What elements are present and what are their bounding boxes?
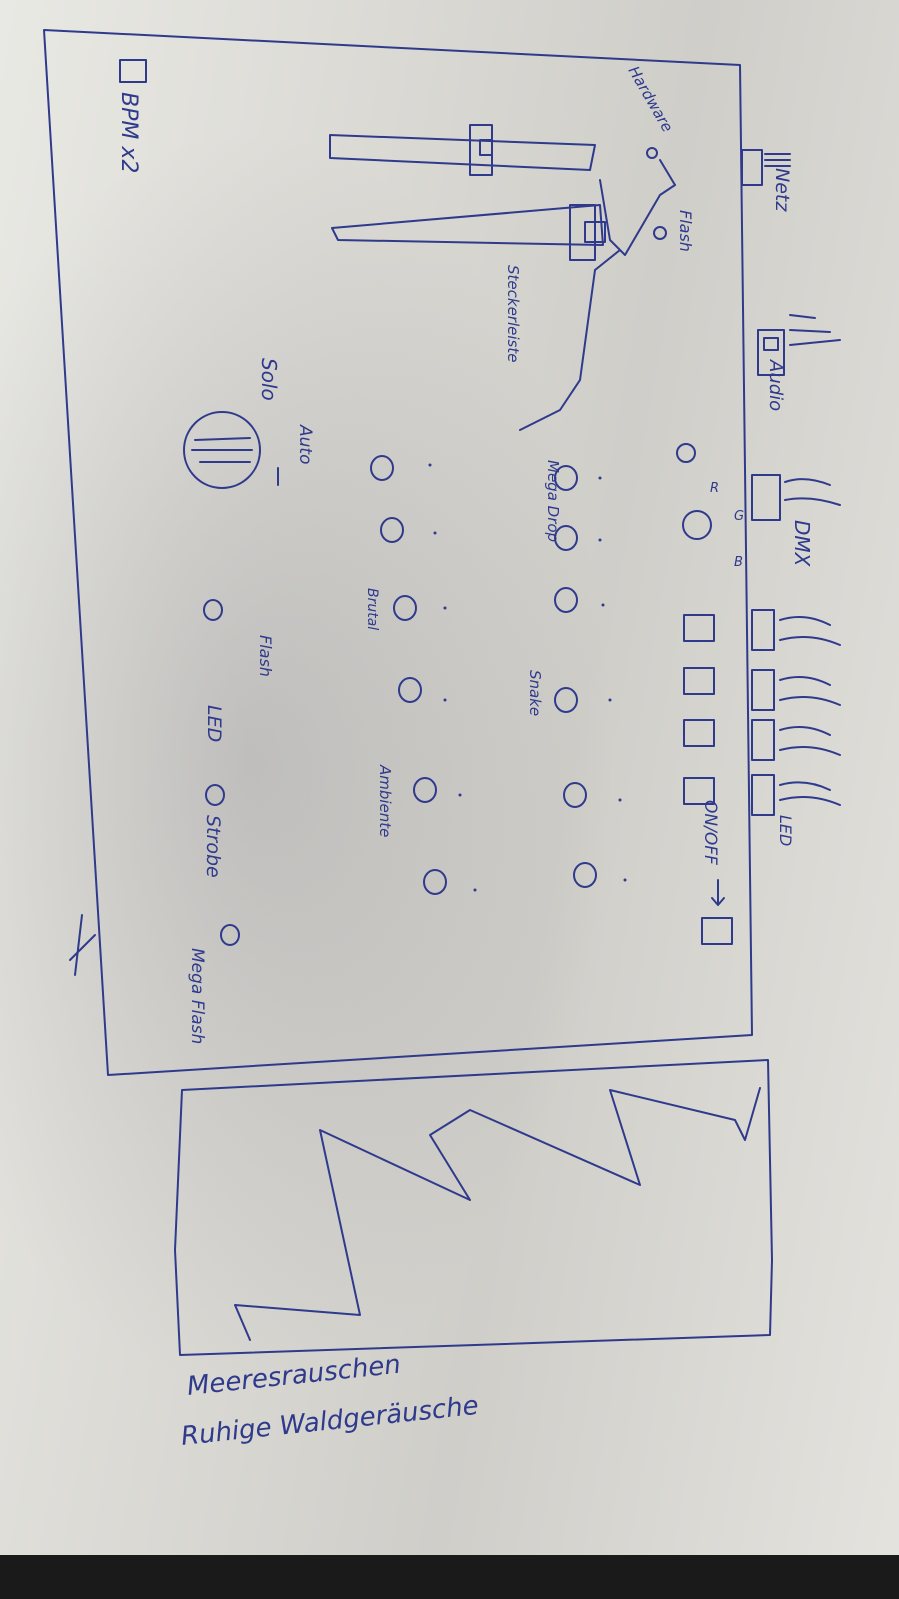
knob [380,517,404,543]
knob [423,869,447,895]
fader-2 [331,204,606,261]
knob [413,777,437,803]
knob [554,587,578,613]
rgb-knob [682,510,712,540]
main-panel-outline [43,29,753,1076]
side-panel-outline [174,1059,773,1356]
cable-segment [659,159,676,186]
knob [398,677,422,703]
on-off-label: ON/OFF [700,800,720,865]
rgb-b-label: B [734,555,743,570]
flash-knob-top [653,226,667,240]
wave-scribble [234,1087,761,1341]
big-rotary-knob [183,411,261,489]
flash-top-label: Flash [676,210,695,252]
sound-waldgeraeusche: Ruhige Waldgeräusche [180,1391,480,1452]
switch-icons [683,614,733,945]
mega-flash-label: Mega Flash [187,948,207,1044]
audio-connector [757,314,841,376]
stray-mark [69,914,96,976]
knob [563,782,587,808]
brutal-label: Brutal [364,588,380,630]
auto-label: Auto [295,424,315,464]
knob [573,862,597,888]
knob-grip [191,437,253,463]
steckerleiste-label: Steckerleiste [504,265,522,362]
rgb-g-label: G [734,509,744,524]
fader-3 [469,124,493,176]
knob [203,599,223,621]
knob [205,784,225,806]
dmx-label: DMX [790,520,814,568]
mega-drop-label: Mega Drop [544,460,562,542]
output-connectors [751,609,841,816]
knob-grid [203,455,597,946]
knob [393,595,417,621]
knob [220,924,240,946]
indicator-dot [676,443,696,463]
led-output-label: LED [776,815,795,846]
hardware-cable [519,179,676,431]
hardware-label: Hardware [625,63,677,135]
solo-label: Solo [257,358,281,401]
knob [370,455,394,481]
fader-1 [329,134,596,171]
audio-label: Audio [765,359,786,411]
hardware-knob [646,147,658,159]
led-label: LED [203,705,225,742]
netz-connector [741,149,791,186]
knob [554,687,578,713]
strobe-label: Strobe [202,815,224,878]
flash-led-label: Flash [256,635,275,677]
bpm-switch-icon [119,59,147,83]
knob [554,525,578,551]
table-edge [0,1555,899,1599]
netz-label: Netz [771,168,793,212]
ambiente-label: Ambiente [376,764,394,837]
snake-label: Snake [526,670,544,716]
knob [554,465,578,491]
rgb-r-label: R [710,481,719,496]
sound-meeresrauschen: Meeresrauschen [186,1350,403,1402]
dmx-connector [751,474,841,521]
knob-dots [428,463,627,892]
bpm-label: BPM x2 [116,92,141,173]
